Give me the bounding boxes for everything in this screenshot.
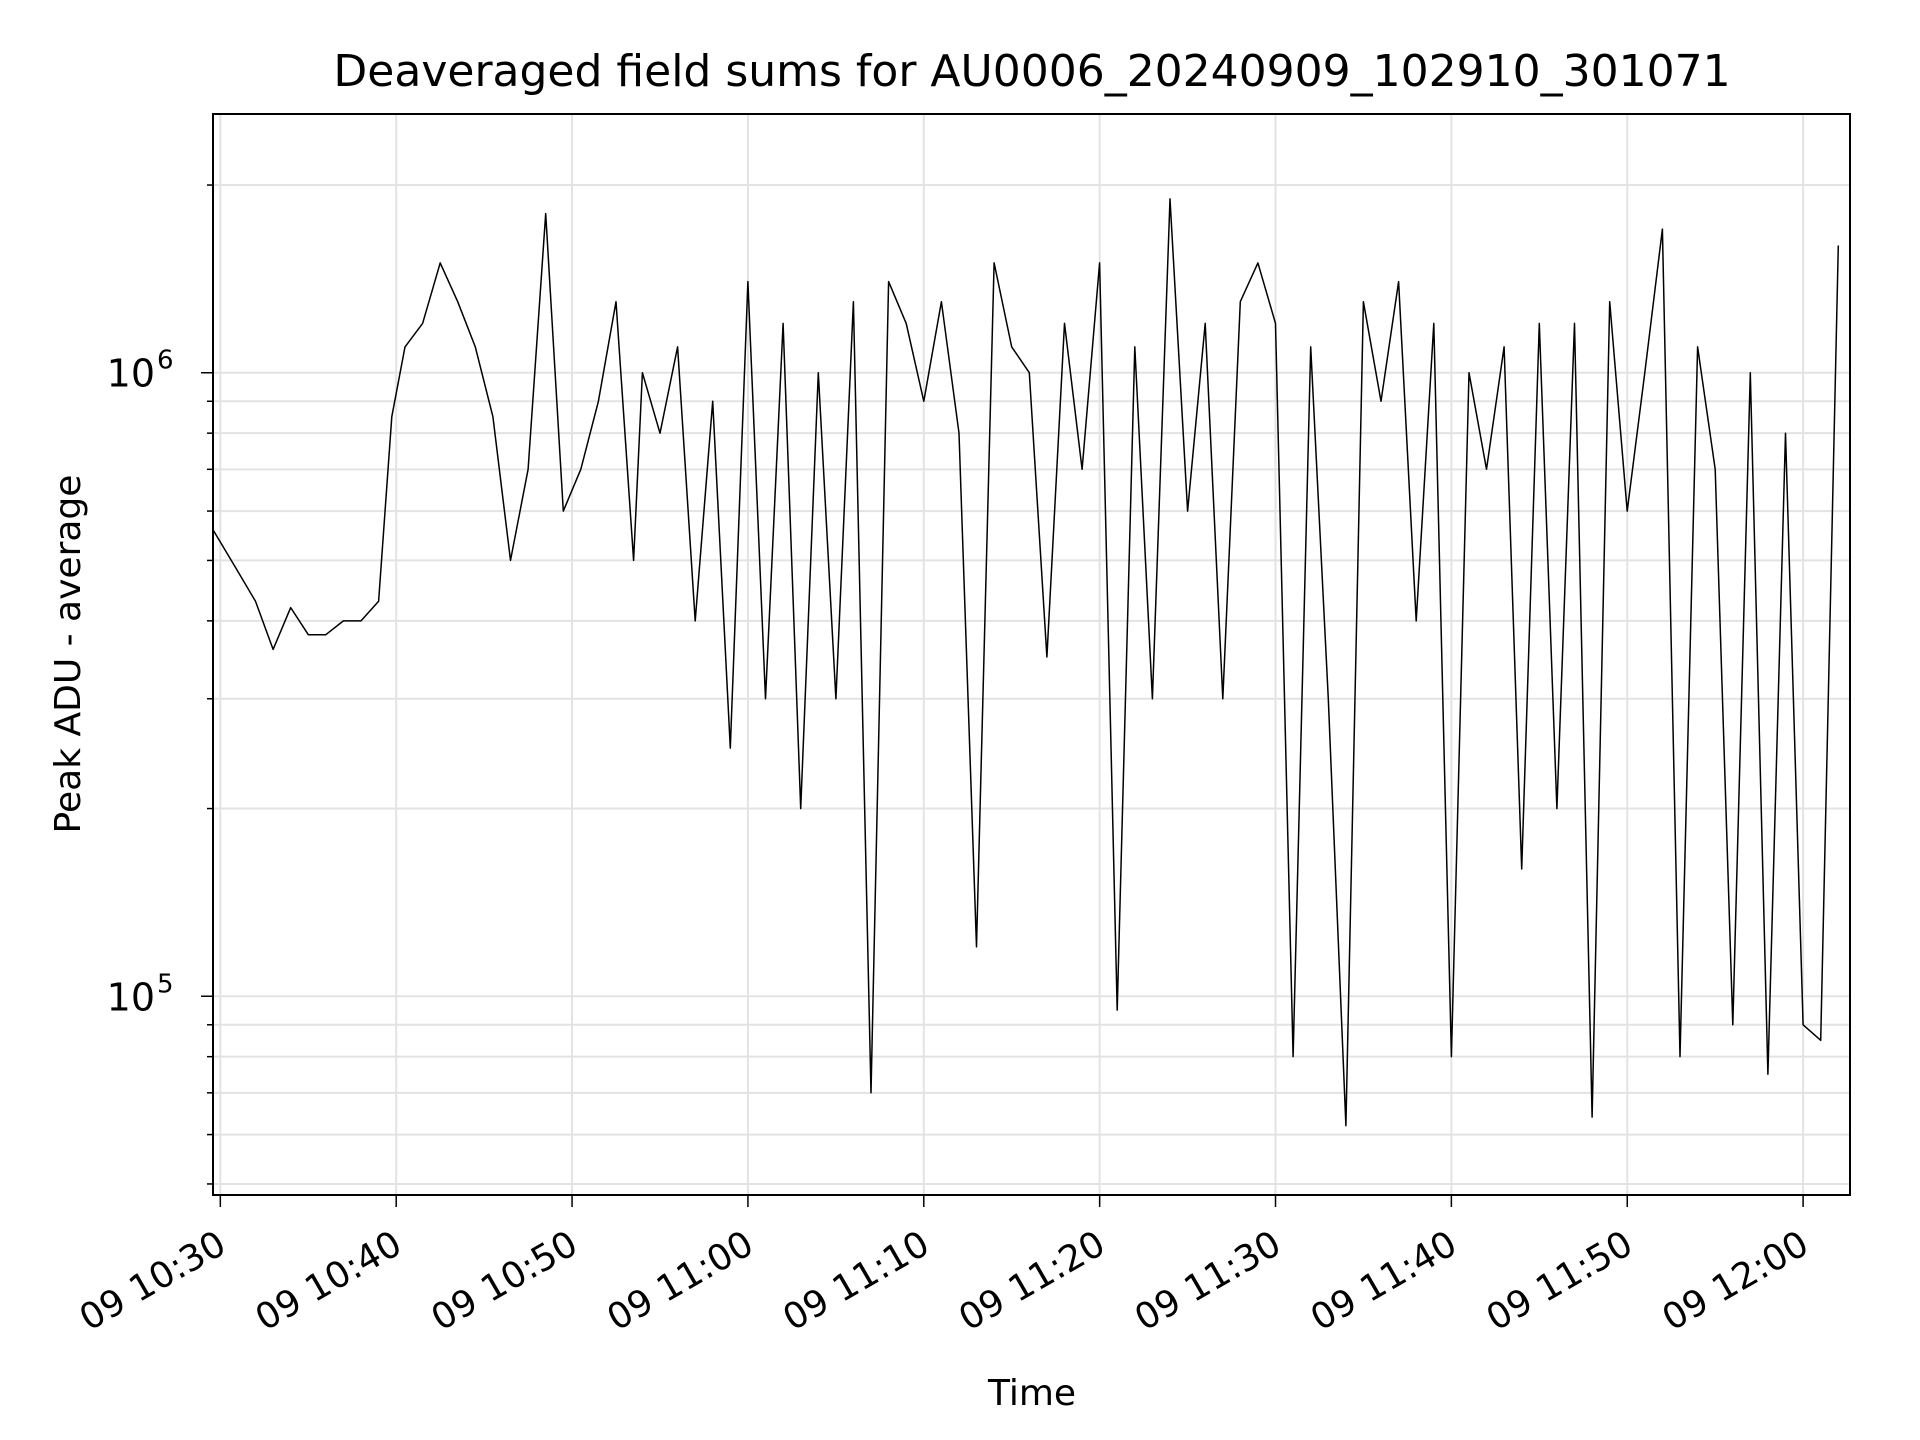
x-tick-label: 09 11:50 [1480,1223,1640,1339]
series-line [212,198,1840,1127]
x-tick-label: 09 10:50 [425,1223,585,1339]
x-tick-label: 09 11:20 [952,1223,1112,1339]
grid [213,114,1850,1195]
y-tick-exponent: 5 [157,969,174,999]
x-axis-label: Time [987,1373,1076,1414]
x-tick-label: 09 11:40 [1304,1223,1464,1339]
y-axis-label: Peak ADU - average [48,475,89,834]
x-tick-label: 09 10:30 [73,1223,233,1339]
plot-frame [212,113,1851,1196]
x-tick-label: 09 11:00 [600,1223,760,1339]
y-tick-label: 10 [107,352,155,396]
x-tick-label: 09 12:00 [1656,1223,1816,1339]
x-axis: 09 10:30 09 10:40 09 10:50 09 11:00 09 11:10… [73,1195,1816,1339]
x-tick-label: 09 11:30 [1128,1223,1288,1339]
y-tick-label: 10 [107,975,155,1019]
chart-title: Deaveraged field sums for AU0006_2024090… [333,46,1730,97]
y-tick-exponent: 6 [157,346,174,376]
x-tick-label: 09 10:40 [249,1223,409,1339]
x-tick-label: 09 11:10 [776,1223,936,1339]
